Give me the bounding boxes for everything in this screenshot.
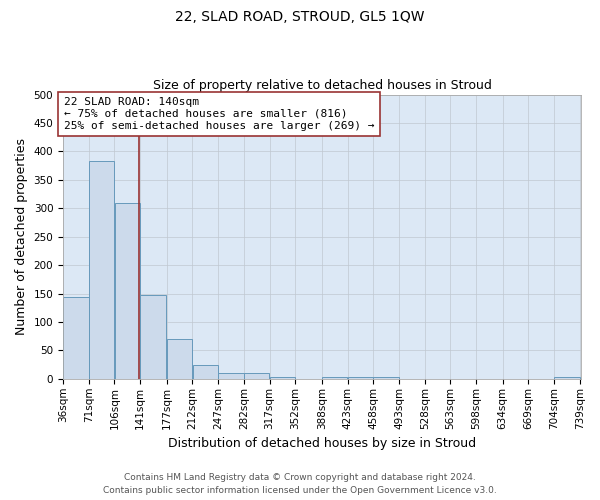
Bar [322, 376, 347, 379]
Bar [167, 338, 193, 379]
Text: 22 SLAD ROAD: 140sqm
← 75% of detached houses are smaller (816)
25% of semi-deta: 22 SLAD ROAD: 140sqm ← 75% of detached h… [64, 98, 374, 130]
Bar [347, 376, 373, 379]
Bar [89, 160, 115, 379]
Bar [218, 373, 244, 379]
Title: Size of property relative to detached houses in Stroud: Size of property relative to detached ho… [153, 79, 491, 92]
Bar [244, 373, 269, 379]
Bar [63, 297, 89, 379]
X-axis label: Distribution of detached houses by size in Stroud: Distribution of detached houses by size … [168, 437, 476, 450]
Text: 22, SLAD ROAD, STROUD, GL5 1QW: 22, SLAD ROAD, STROUD, GL5 1QW [175, 10, 425, 24]
Bar [270, 376, 295, 379]
Bar [373, 376, 399, 379]
Bar [193, 366, 218, 379]
Bar [554, 376, 580, 379]
Bar [140, 294, 166, 379]
Bar [115, 203, 140, 379]
Text: Contains HM Land Registry data © Crown copyright and database right 2024.
Contai: Contains HM Land Registry data © Crown c… [103, 474, 497, 495]
Y-axis label: Number of detached properties: Number of detached properties [15, 138, 28, 335]
